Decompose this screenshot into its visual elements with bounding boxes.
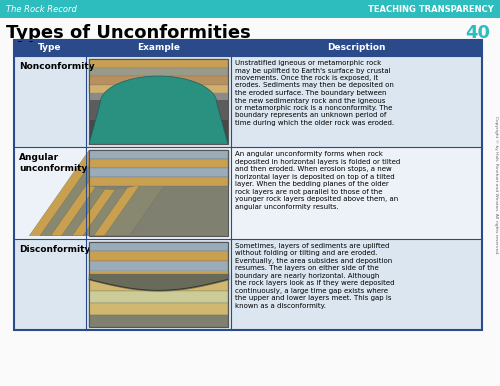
Bar [89,303,228,315]
Text: TEACHING TRANSPARENCY: TEACHING TRANSPARENCY [368,5,494,14]
Text: Type: Type [38,44,62,52]
Bar [89,315,228,327]
Bar [89,177,228,186]
Bar [89,242,228,252]
Bar [14,239,482,330]
Bar [89,59,228,144]
Bar [89,150,228,236]
Bar [89,242,228,327]
Bar [89,59,228,144]
Polygon shape [62,150,146,236]
Bar [89,68,228,76]
Text: 40: 40 [465,24,490,42]
Bar [0,0,500,18]
Bar [14,147,482,239]
Bar [89,242,228,327]
Bar [89,159,228,168]
Polygon shape [30,150,114,236]
Text: Angular
unconformity: Angular unconformity [19,153,87,173]
Polygon shape [104,150,190,236]
Text: Types of Unconformities: Types of Unconformities [6,24,251,42]
Bar [89,291,228,303]
Bar [14,56,482,147]
Polygon shape [89,76,228,144]
Text: The Rock Record: The Rock Record [6,5,77,14]
Bar [89,150,228,236]
Bar [14,40,482,330]
Bar [89,59,228,68]
Text: Disconformity: Disconformity [19,245,90,254]
Text: An angular unconformity forms when rock
deposited in horizontal layers is folded: An angular unconformity forms when rock … [235,151,400,210]
Bar [89,261,228,271]
Text: Nonconformity: Nonconformity [19,62,94,71]
Polygon shape [72,150,157,236]
Bar [89,168,228,177]
Bar [89,93,228,100]
Polygon shape [94,150,178,236]
Text: Copyright © by Holt, Rinehart and Winston. All rights reserved.: Copyright © by Holt, Rinehart and Winsto… [494,116,498,254]
Text: Example: Example [137,44,180,52]
Bar [89,150,228,159]
Bar [89,120,228,144]
Text: Sometimes, layers of sediments are uplifted
without folding or tilting and are e: Sometimes, layers of sediments are uplif… [235,243,394,309]
Bar [89,279,228,291]
Bar [89,76,228,85]
Polygon shape [40,150,125,236]
Bar [89,85,228,93]
Bar [14,40,482,330]
Text: Unstratified igneous or metamorphic rock
may be uplifted to Earth's surface by c: Unstratified igneous or metamorphic rock… [235,60,394,126]
Polygon shape [51,150,136,236]
Text: Description: Description [327,44,386,52]
Bar [89,252,228,261]
Polygon shape [83,150,168,236]
Bar [14,40,482,56]
